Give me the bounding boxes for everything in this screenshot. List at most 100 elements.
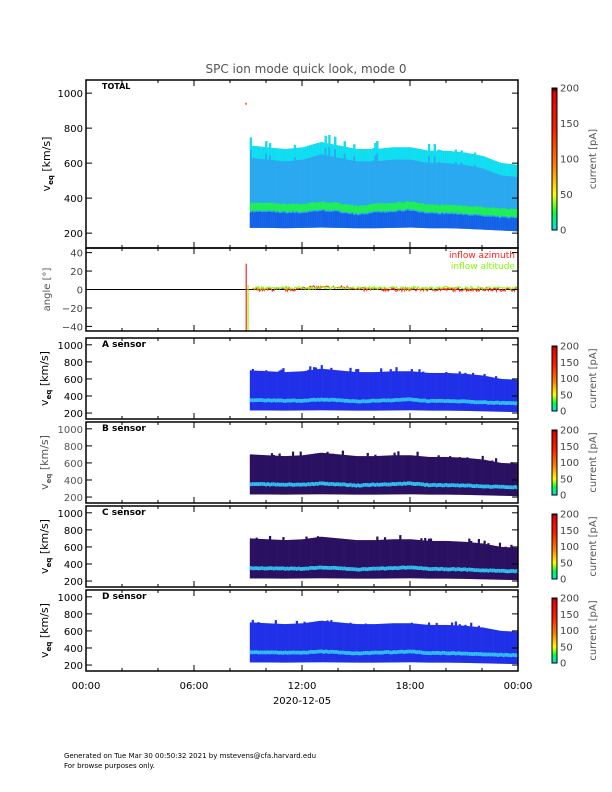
spectrogram-high-speed-band — [278, 148, 281, 161]
spectrogram-core-band — [378, 398, 381, 403]
spectrogram-core-band — [309, 482, 312, 487]
spectrogram-column — [270, 453, 274, 495]
spectrogram-low-speed-band — [496, 216, 500, 231]
spectrogram-column — [291, 371, 295, 411]
spectrogram-core-band — [512, 401, 515, 405]
spectrogram-core-band — [414, 202, 417, 210]
spectrogram-core-band — [500, 208, 503, 216]
spectrogram-column — [450, 373, 454, 411]
colorbar-tick-label: 100 — [560, 458, 579, 469]
spectrogram-core-band — [349, 205, 352, 213]
spectrogram-core-band — [381, 566, 385, 571]
footer-browse: For browse purposes only. — [64, 762, 155, 770]
spectrogram-low-speed-band — [462, 215, 465, 229]
spectrogram-core-band — [418, 650, 421, 654]
spectrogram-core-band — [376, 566, 379, 571]
spectrogram-core-band — [472, 567, 475, 572]
spectrogram-column — [376, 455, 379, 495]
spectrogram-column — [311, 369, 314, 411]
spectrogram-core-band — [341, 204, 344, 212]
spectrogram-high-speed-band — [355, 148, 358, 162]
spectrogram-column — [378, 455, 381, 495]
spectrogram-column — [268, 371, 272, 411]
spectrogram-core-band — [295, 399, 298, 403]
spectrogram-core-band — [422, 398, 425, 403]
spectrogram-core-band — [393, 202, 396, 211]
spectrogram-core-band — [309, 398, 312, 402]
spectrogram-column — [362, 624, 366, 663]
spectrogram-core-band — [500, 484, 503, 489]
colorbar-label: current [pA] — [588, 516, 599, 576]
spectrogram-column — [399, 455, 402, 495]
spectrogram-column — [468, 458, 471, 495]
spectrogram-core-band — [265, 482, 268, 487]
spectrogram-core-band — [280, 482, 283, 487]
spectrogram-core-band — [364, 482, 367, 487]
spectrogram-core-band — [496, 400, 500, 405]
spectrogram-core-band — [305, 650, 308, 655]
spectrogram-column — [383, 455, 387, 495]
spectrogram-column — [343, 622, 346, 663]
spectrogram-core-band — [496, 484, 500, 489]
spectrogram-column — [435, 622, 438, 663]
spectrogram-column — [330, 453, 333, 495]
spectrogram-core-band — [431, 204, 435, 212]
spectrogram-core-band — [447, 204, 450, 213]
spectrogram-core-band — [368, 399, 371, 404]
spectrogram-column — [278, 370, 281, 411]
spectrogram-core-band — [265, 203, 268, 211]
spectrogram-column — [274, 371, 277, 411]
spectrogram-column — [380, 455, 383, 495]
spectrogram-core-band — [334, 482, 337, 487]
spectrogram-high-speed-band — [337, 145, 341, 158]
spectrogram-core-band — [389, 566, 392, 570]
spectrogram-core-band — [429, 567, 433, 571]
spectrogram-column — [318, 452, 321, 495]
spectrogram-core-band — [487, 207, 490, 216]
spectrogram-core-band — [504, 401, 507, 405]
spectrogram-column — [303, 146, 306, 228]
spectrogram-core-band — [412, 649, 415, 654]
spectrogram-core-band — [427, 399, 431, 404]
spectrogram-column — [393, 539, 396, 579]
spectrogram-column — [401, 455, 404, 495]
spectrogram-column — [458, 371, 461, 411]
spectrogram-core-band — [510, 208, 513, 217]
spectrogram-core-band — [303, 566, 306, 571]
spectrogram-core-band — [326, 202, 329, 211]
spectrogram-column — [372, 456, 375, 495]
spectrogram-column — [481, 543, 484, 580]
spectrogram-core-band — [311, 566, 314, 570]
spectrogram-core-band — [347, 650, 350, 655]
spectrogram-core-band — [391, 203, 394, 211]
spectrogram-low-speed-band — [443, 214, 446, 229]
spectrogram-column — [299, 623, 302, 663]
spectrogram-column — [303, 455, 306, 495]
colorbar-tick-label: 50 — [560, 190, 573, 201]
spectrogram-high-speed-band — [336, 145, 339, 158]
spectrogram-column — [510, 462, 513, 496]
spectrogram-core-band — [460, 567, 463, 572]
spectrogram-core-band — [408, 649, 412, 654]
colorbar-tick-label: 200 — [560, 594, 579, 605]
spectrogram-core-band — [426, 399, 429, 404]
spectrogram-core-band — [284, 567, 287, 571]
spectrogram-column — [374, 540, 377, 579]
spectrogram-column — [483, 156, 486, 230]
spectrogram-column — [466, 457, 469, 495]
spectrogram-column — [399, 623, 402, 663]
spectrogram-column — [493, 160, 496, 231]
spectrogram-column — [278, 539, 281, 579]
spectrogram-core-band — [410, 397, 413, 402]
spectrogram-core-band — [483, 652, 486, 657]
spectrogram-core-band — [458, 567, 461, 572]
spectrogram-column — [489, 460, 492, 496]
spectrogram-core-band — [427, 651, 431, 655]
spectrogram-low-speed-band — [311, 211, 314, 228]
spectrogram-column — [328, 537, 331, 579]
spectrogram-core-band — [391, 650, 394, 655]
spectrogram-column — [374, 624, 377, 663]
spectrogram-core-band — [337, 650, 341, 655]
spectrogram-core-band — [483, 400, 486, 405]
spectrogram-core-band — [318, 565, 321, 570]
